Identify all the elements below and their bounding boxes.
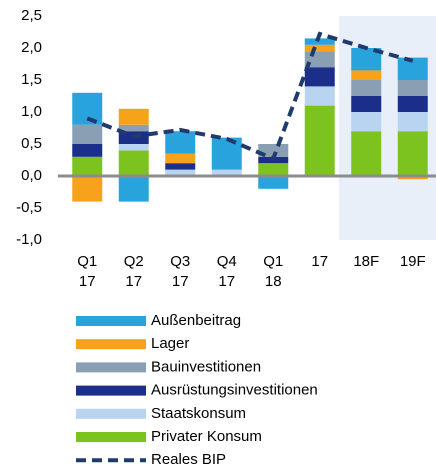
y-tick-label: -0,5 xyxy=(16,199,42,216)
bar-segment xyxy=(72,124,103,144)
bar-segment xyxy=(351,70,382,80)
legend-label: Bauinvestitionen xyxy=(151,358,261,375)
bar-segment xyxy=(118,176,149,202)
bar-segment xyxy=(72,156,103,176)
bar-segment xyxy=(351,131,382,176)
y-tick-label: -1,0 xyxy=(16,231,42,248)
bar-segment xyxy=(72,176,103,202)
y-tick-label: 2,5 xyxy=(21,7,42,24)
y-tick-label: 1,5 xyxy=(21,71,42,88)
bar-segment xyxy=(397,80,428,96)
bar-segment xyxy=(165,163,196,170)
bar-segment xyxy=(165,169,196,176)
bar-segment xyxy=(72,144,103,157)
bar-segment xyxy=(397,131,428,176)
x-tick-label: Q4 17 xyxy=(217,253,237,290)
bar-segment xyxy=(258,163,289,176)
legend-label: Staatskonsum xyxy=(151,405,246,422)
legend-swatch xyxy=(76,385,146,396)
legend-swatch xyxy=(76,408,146,419)
legend-label: Reales BIP xyxy=(151,451,226,468)
legend-label: Ausrüstungsinvestitionen xyxy=(151,382,318,399)
x-tick-label: Q1 17 xyxy=(77,253,97,290)
x-tick-label: Q3 17 xyxy=(170,253,190,290)
y-tick-label: 0,0 xyxy=(21,167,42,184)
bar-segment xyxy=(397,176,428,180)
bar-segment xyxy=(304,38,335,45)
legend-label: Privater Konsum xyxy=(151,428,262,445)
x-tick-label: 19F xyxy=(400,253,426,270)
legend-label: Lager xyxy=(151,335,189,352)
bar-segment xyxy=(351,80,382,96)
bar-segment xyxy=(304,44,335,52)
bar-segment xyxy=(397,57,428,80)
y-tick-label: 2,0 xyxy=(21,39,42,56)
y-tick-label: 0,5 xyxy=(21,135,42,152)
bar-segment xyxy=(165,153,196,164)
bar-segment xyxy=(351,112,382,132)
x-tick-label: Q2 17 xyxy=(124,253,144,290)
bar-segment xyxy=(304,86,335,106)
bar-segment xyxy=(118,124,149,132)
bar-segment xyxy=(397,96,428,112)
legend-label: Außenbeitrag xyxy=(151,312,241,329)
bar-segment xyxy=(211,169,242,176)
bar-segment xyxy=(304,105,335,176)
bar-segment xyxy=(118,108,149,125)
bar-segment xyxy=(351,48,382,71)
bar-segment xyxy=(258,176,289,189)
legend-swatch xyxy=(76,362,146,373)
x-tick-label: Q1 18 xyxy=(263,253,283,290)
bar-segment xyxy=(397,112,428,132)
bar-segment xyxy=(351,96,382,112)
bar-segment xyxy=(118,150,149,176)
legend-swatch xyxy=(76,316,146,326)
bar-segment xyxy=(304,67,335,87)
bar-segment xyxy=(165,131,196,154)
legend-swatch xyxy=(76,432,146,442)
bar-segment xyxy=(118,144,149,151)
x-tick-label: 17 xyxy=(311,253,328,270)
y-tick-label: 1,0 xyxy=(21,103,42,120)
x-tick-label: 18F xyxy=(353,253,379,270)
line-series xyxy=(86,31,414,162)
bar-segment xyxy=(211,137,242,170)
legend-swatch xyxy=(76,339,146,350)
